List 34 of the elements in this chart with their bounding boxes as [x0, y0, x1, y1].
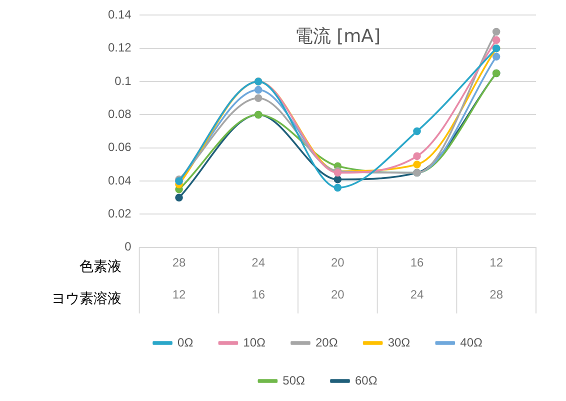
- point: [254, 94, 262, 102]
- point: [254, 86, 262, 94]
- y-tick-label: 0.14: [108, 8, 132, 22]
- category-label: 16 24: [410, 256, 424, 302]
- category-label: 24 16: [252, 256, 266, 302]
- text: ヨウ素溶液: [51, 291, 122, 308]
- y-tick-label: 0: [124, 240, 132, 254]
- category-label: 28 12: [172, 256, 186, 302]
- legend-label: 20Ω: [316, 335, 338, 350]
- legend-label: 30Ω: [388, 335, 410, 350]
- point: [175, 194, 183, 202]
- category-label: 12 28: [490, 256, 504, 302]
- legend-label: 40Ω: [460, 335, 482, 350]
- point: [492, 28, 500, 36]
- y-tick-label: 0.1: [114, 74, 132, 88]
- text: 電流 [mA]: [294, 26, 380, 47]
- point: [413, 127, 421, 136]
- point: [413, 152, 421, 160]
- y-tick-label: 0.06: [108, 140, 132, 154]
- y-tick-label: 0.08: [108, 107, 132, 122]
- legend-label: 10Ω: [243, 335, 266, 350]
- legend-label: 0Ω: [178, 335, 194, 350]
- y-tick-label: 0.02: [108, 206, 132, 221]
- legend-label: 60Ω: [355, 373, 378, 388]
- point: [334, 184, 342, 192]
- point: [492, 52, 500, 61]
- text: 色素液: [79, 259, 122, 276]
- point: [334, 176, 342, 184]
- point: [492, 36, 500, 44]
- y-tick-label: 0.04: [108, 173, 132, 188]
- legend-label: 50Ω: [282, 373, 306, 388]
- point: [413, 160, 421, 168]
- category-label: 20 20: [331, 256, 344, 302]
- y-tick-label: 0.12: [108, 40, 132, 55]
